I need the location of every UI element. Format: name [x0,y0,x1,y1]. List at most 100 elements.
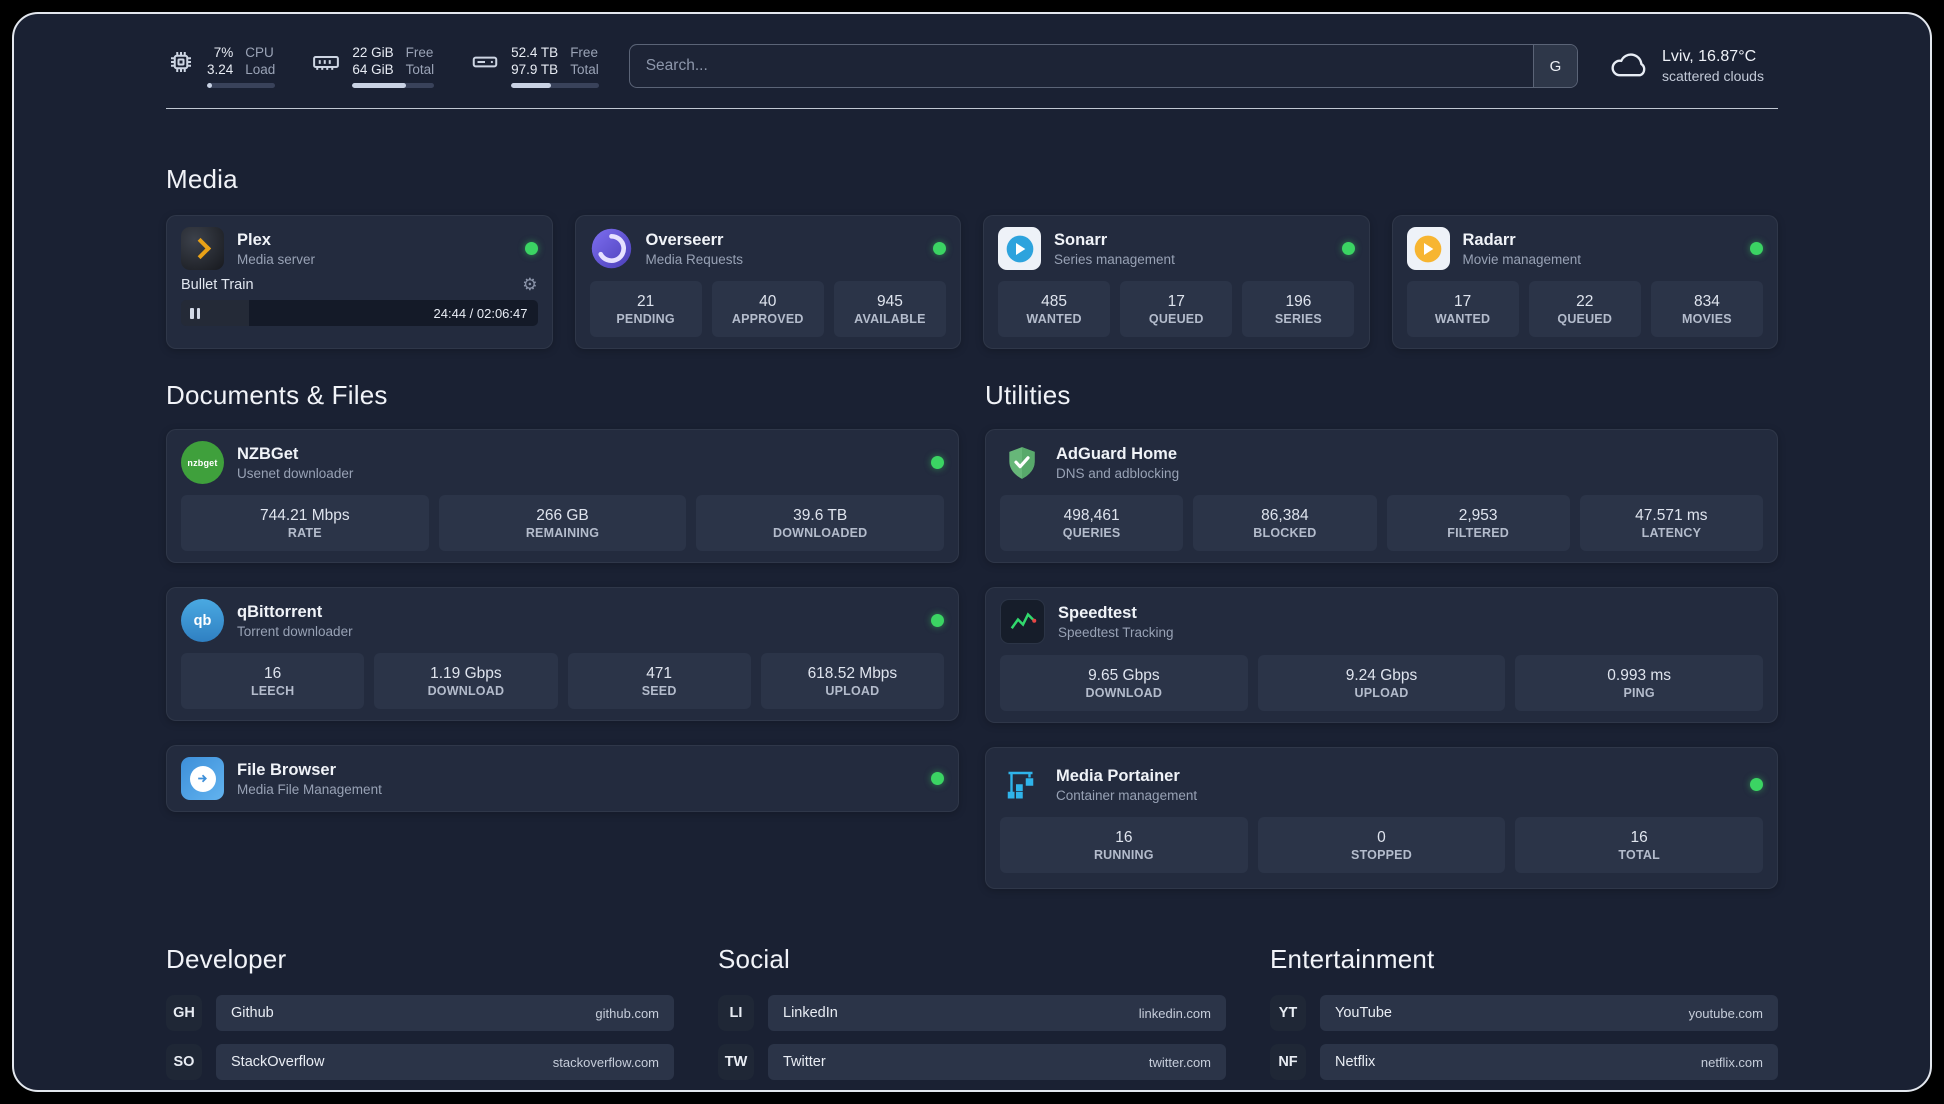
speedtest-icon [1000,599,1045,644]
link-name: LinkedIn [783,1005,838,1021]
link-row-twitter[interactable]: TW Twitter twitter.com [718,1044,1226,1080]
stat-tile: 86,384 BLOCKED [1193,495,1377,551]
link-abbr[interactable]: NF [1270,1044,1306,1080]
link-bar[interactable]: LinkedIn linkedin.com [768,995,1226,1031]
plex-card[interactable]: Plex Media server Bullet Train ⚙ 24:44 /… [166,215,553,349]
radarr-card[interactable]: Radarr Movie management 17 WANTED 22 QUE… [1391,215,1778,349]
nzbget-card[interactable]: nzbget NZBGet Usenet downloader 744.21 M… [166,429,959,563]
link-row-stackoverflow[interactable]: SO StackOverflow stackoverflow.com [166,1044,674,1080]
link-abbr[interactable]: TW [718,1044,754,1080]
playback-progress-bar[interactable]: 24:44 / 02:06:47 [181,300,538,326]
link-bar[interactable]: Twitter twitter.com [768,1044,1226,1080]
dashboard-panel: 7% 3.24 CPU Load [12,12,1932,1092]
link-abbr[interactable]: LI [718,995,754,1031]
search-bar[interactable]: G [628,44,1578,88]
system-stats-group: 7% 3.24 CPU Load [166,44,599,88]
search-engine-button[interactable]: G [1533,45,1577,87]
nzbget-icon-text: nzbget [187,457,218,468]
sonarr-icon [998,227,1041,270]
entertainment-links-column: Entertainment YT YouTube youtube.com NF … [1270,943,1778,1090]
stat-label: PENDING [616,311,675,326]
gear-icon[interactable]: ⚙ [522,275,538,294]
stat-tile: 22 QUEUED [1528,281,1641,337]
media-grid: Plex Media server Bullet Train ⚙ 24:44 /… [166,215,1778,349]
stat-label: AVAILABLE [854,311,926,326]
app-subtitle: DNS and adblocking [1056,465,1180,481]
link-name: Twitter [783,1054,826,1070]
cpu-widget: 7% 3.24 CPU Load [166,44,276,88]
plex-icon [181,227,224,270]
link-url: netflix.com [1700,1054,1763,1070]
stat-tile: 471 SEED [567,653,751,709]
stat-tile: 2,953 FILTERED [1386,495,1570,551]
overseerr-card[interactable]: Overseerr Media Requests 21 PENDING 40 A… [574,215,961,349]
sonarr-card[interactable]: Sonarr Series management 485 WANTED 17 Q… [983,215,1370,349]
link-abbr[interactable]: GH [166,995,202,1031]
filebrowser-icon [181,757,224,800]
app-name: Overseerr [645,230,724,249]
qbittorrent-icon: qb [181,599,224,642]
nzbget-icon: nzbget [181,441,224,484]
search-input[interactable] [629,45,1533,87]
pause-icon[interactable] [190,307,200,319]
stat-value: 9.24 Gbps [1345,666,1418,684]
stat-tile: 16 LEECH [181,653,365,709]
radarr-icon [1406,227,1450,270]
link-abbr[interactable]: YT [1270,995,1306,1031]
stat-value: 0 [1377,828,1386,846]
link-row-youtube[interactable]: YT YouTube youtube.com [1270,995,1778,1031]
link-url: stackoverflow.com [552,1054,659,1070]
link-abbr[interactable]: SO [166,1044,202,1080]
stat-tile: 47.571 ms LATENCY [1579,495,1763,551]
weather-widget[interactable]: Lviv, 16.87°C scattered clouds [1608,47,1778,85]
ram-free-label: Free [405,45,434,60]
link-row-netflix[interactable]: NF Netflix netflix.com [1270,1044,1778,1080]
cpu-usage-bar-fill [207,83,212,88]
filebrowser-inner-icon [189,765,216,792]
ram-free-value: 22 GiB [352,45,394,60]
disk-total-label: Total [570,62,599,77]
qbittorrent-card[interactable]: qb qBittorrent Torrent downloader 16 LEE… [166,587,959,721]
stat-label: SERIES [1274,311,1322,326]
dashboard-content: 7% 3.24 CPU Load [166,14,1778,1090]
stat-label: QUERIES [1062,525,1121,540]
link-row-linkedin[interactable]: LI LinkedIn linkedin.com [718,995,1226,1031]
portainer-card[interactable]: Media Portainer Container management 16 … [985,747,1778,889]
status-dot [1750,242,1763,255]
stat-tile: 266 GB REMAINING [438,495,687,551]
playback-time: 24:44 / 02:06:47 [433,305,528,321]
link-row-github[interactable]: GH Github github.com [166,995,674,1031]
speedtest-card[interactable]: Speedtest Speedtest Tracking 9.65 Gbps D… [985,587,1778,723]
link-bar[interactable]: Github github.com [216,995,674,1031]
stat-value: 485 [1041,292,1068,310]
link-bar[interactable]: StackOverflow stackoverflow.com [216,1044,674,1080]
status-dot [931,456,944,469]
plex-chevron-icon [189,237,212,260]
section-title-media: Media [166,164,238,194]
weather-text: Lviv, 16.87°C scattered clouds [1662,47,1764,85]
header-divider [166,108,1778,109]
stat-value: 40 [759,292,777,310]
disk-free-label: Free [570,45,598,60]
stat-value: 2,953 [1458,506,1498,524]
link-url: github.com [595,1005,659,1021]
link-bar[interactable]: Netflix netflix.com [1320,1044,1778,1080]
disk-widget: 52.4 TB 97.9 TB Free Total [470,44,599,88]
app-name: Plex [237,230,271,249]
stat-tile: 16 RUNNING [1000,817,1248,873]
stat-tile: 16 TOTAL [1515,817,1763,873]
ram-total-value: 64 GiB [352,62,394,77]
stat-label: WANTED [1026,311,1082,326]
stat-value: 16 [264,664,282,682]
stat-value: 22 [1576,292,1594,310]
link-url: twitter.com [1148,1054,1211,1070]
adguard-card[interactable]: AdGuard Home DNS and adblocking 498,461 … [985,429,1778,563]
app-name: Speedtest [1058,603,1137,622]
stat-value: 39.6 TB [793,506,848,524]
filebrowser-card[interactable]: File Browser Media File Management [166,745,959,812]
stat-value: 16 [1115,828,1133,846]
disk-usage-bar [511,83,599,88]
stat-tile: 0 STOPPED [1257,817,1506,873]
link-bar[interactable]: YouTube youtube.com [1320,995,1778,1031]
stat-label: UPLOAD [1354,685,1409,700]
